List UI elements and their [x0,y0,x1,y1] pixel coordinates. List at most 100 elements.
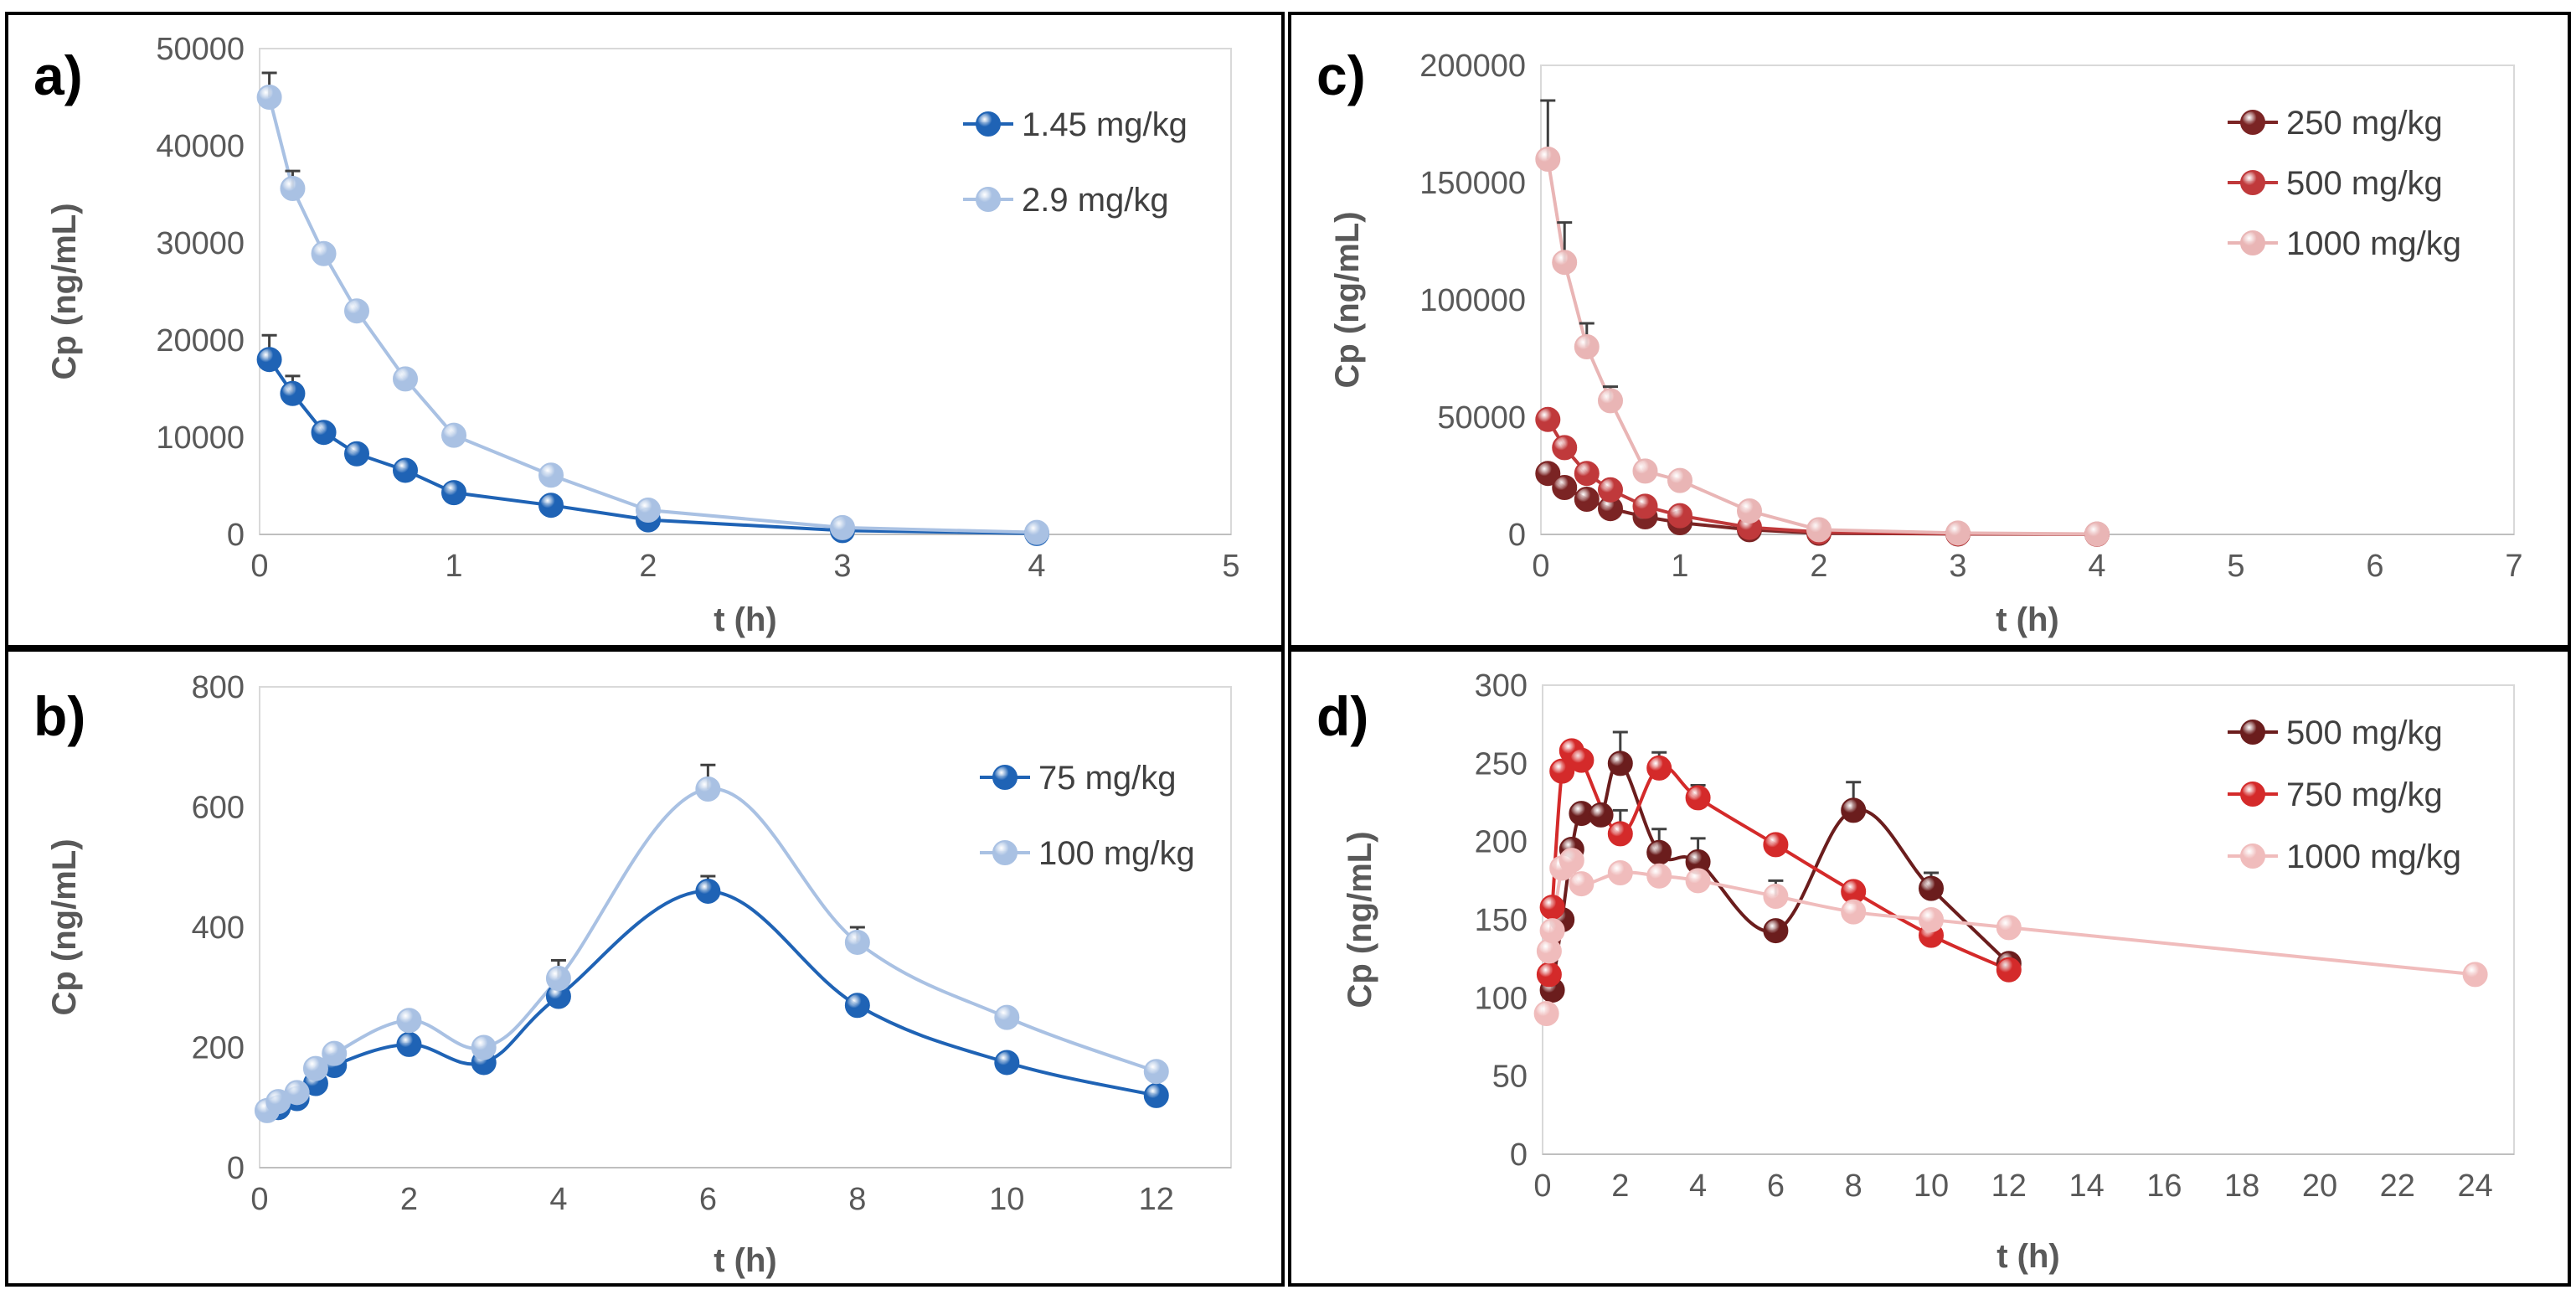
data-point [2084,521,2110,547]
data-point [280,176,306,202]
data-point [396,1008,422,1034]
x-tick-label: 5 [2227,549,2244,584]
data-point [1535,461,1561,487]
x-tick-label: 0 [1532,549,1549,584]
legend-marker [992,840,1018,865]
data-point [280,380,306,406]
y-tick-label: 600 [192,791,245,826]
data-point [1558,848,1584,874]
y-tick-label: 100000 [1419,283,1526,318]
x-tick-label: 7 [2505,549,2522,584]
x-tick-label: 4 [1028,549,1045,584]
y-tick-label: 150 [1475,903,1528,938]
x-tick-label: 10 [1914,1168,1949,1204]
data-point [695,878,721,904]
legend-marker [2240,110,2265,135]
legend-label: 1.45 mg/kg [1022,106,1188,143]
data-point [844,929,870,955]
data-point [538,462,564,488]
data-point [1667,503,1692,529]
data-point [393,366,418,392]
data-point [1632,458,1658,484]
data-point [1667,467,1692,493]
legend-label: 75 mg/kg [1038,760,1177,797]
data-point [1737,498,1762,524]
data-point [1996,957,2022,983]
data-point [1763,884,1789,909]
chart-panel-b: 0 200 400 600 800 0 2 4 6 8 10 12 Cp (ng/mL) t (h) b) 7… [5,648,1285,1287]
data-point [1574,487,1600,512]
legend-marker [2240,782,2265,807]
data-point [1763,918,1789,944]
data-point [994,1050,1020,1076]
panel-label: d) [1316,685,1368,747]
data-point [1549,758,1575,784]
data-point [441,422,466,448]
legend-label: 100 mg/kg [1038,835,1195,872]
panel-label: b) [33,685,85,747]
data-point [1945,520,1971,546]
data-point [2462,962,2488,988]
x-tick-label: 6 [2366,549,2383,584]
plot-area [1542,684,2515,1155]
series-line [1546,158,2098,536]
series-line [1547,747,2010,975]
legend-label: 500 mg/kg [2286,714,2443,751]
y-axis-title: Cp (ng/mL) [46,838,83,1015]
data-point [636,498,661,523]
chart-svg-b: 0 200 400 600 800 0 2 4 6 8 10 12 Cp (ng/mL) t (h) b) 7… [33,670,1232,1279]
x-tick-label: 6 [699,1182,717,1217]
data-point [1607,751,1633,776]
x-axis-title: t (h) [714,601,777,638]
data-point [256,347,282,373]
legend-marker [2240,170,2265,195]
data-point [302,1055,328,1081]
y-axis-title: Cp (ng/mL) [46,203,83,379]
y-tick-label: 40000 [156,129,245,164]
x-tick-label: 5 [1222,549,1239,584]
data-point [545,965,571,991]
plot-area [259,48,1232,535]
data-point [441,480,466,506]
legend-label: 2.9 mg/kg [1022,182,1169,219]
legend-label: 250 mg/kg [2286,105,2443,142]
x-tick-label: 0 [1533,1168,1551,1204]
data-point [1533,1001,1559,1026]
data-point [1598,477,1623,503]
data-point [1574,334,1600,359]
series-line [267,96,1038,534]
series-line [267,359,1038,535]
x-axis-title: t (h) [714,1242,777,1279]
y-tick-label: 400 [192,911,245,946]
y-tick-label: 20000 [156,323,245,359]
y-tick-label: 200000 [1419,49,1526,84]
data-point [284,1080,310,1106]
x-tick-label: 12 [1991,1168,2027,1204]
legend-label: 1000 mg/kg [2286,225,2461,262]
data-point [1143,1082,1169,1108]
chart-panel-d: 0 50 100 150 200 250 300 0 2 4 6 8 10 12 14 16 18 20 22 24 C… [1288,648,2571,1287]
legend-marker [2240,843,2265,869]
data-point [1646,839,1672,865]
data-point [1569,871,1595,897]
data-point [1024,519,1049,545]
data-point [1685,868,1711,894]
x-tick-label: 14 [2069,1168,2104,1204]
plot-area [259,686,1232,1168]
data-point [396,1031,422,1057]
chart-panel-c: 0 50000 100000 150000 200000 0 1 2 3 4 5 6 7 Cp (ng/m… [1288,12,2571,648]
x-tick-label: 0 [250,1182,268,1217]
y-tick-label: 30000 [156,226,245,261]
y-tick-label: 300 [1475,668,1528,704]
data-point [1143,1059,1169,1085]
x-tick-label: 22 [2380,1168,2415,1204]
x-tick-label: 4 [1689,1168,1707,1204]
y-tick-label: 200 [1475,825,1528,860]
x-tick-label: 8 [1845,1168,1862,1204]
legend-marker [2240,720,2265,745]
legend-marker [992,765,1018,790]
x-tick-label: 1 [445,549,462,584]
y-tick-label: 150000 [1419,166,1526,201]
x-tick-label: 6 [1767,1168,1785,1204]
x-tick-label: 8 [848,1182,866,1217]
